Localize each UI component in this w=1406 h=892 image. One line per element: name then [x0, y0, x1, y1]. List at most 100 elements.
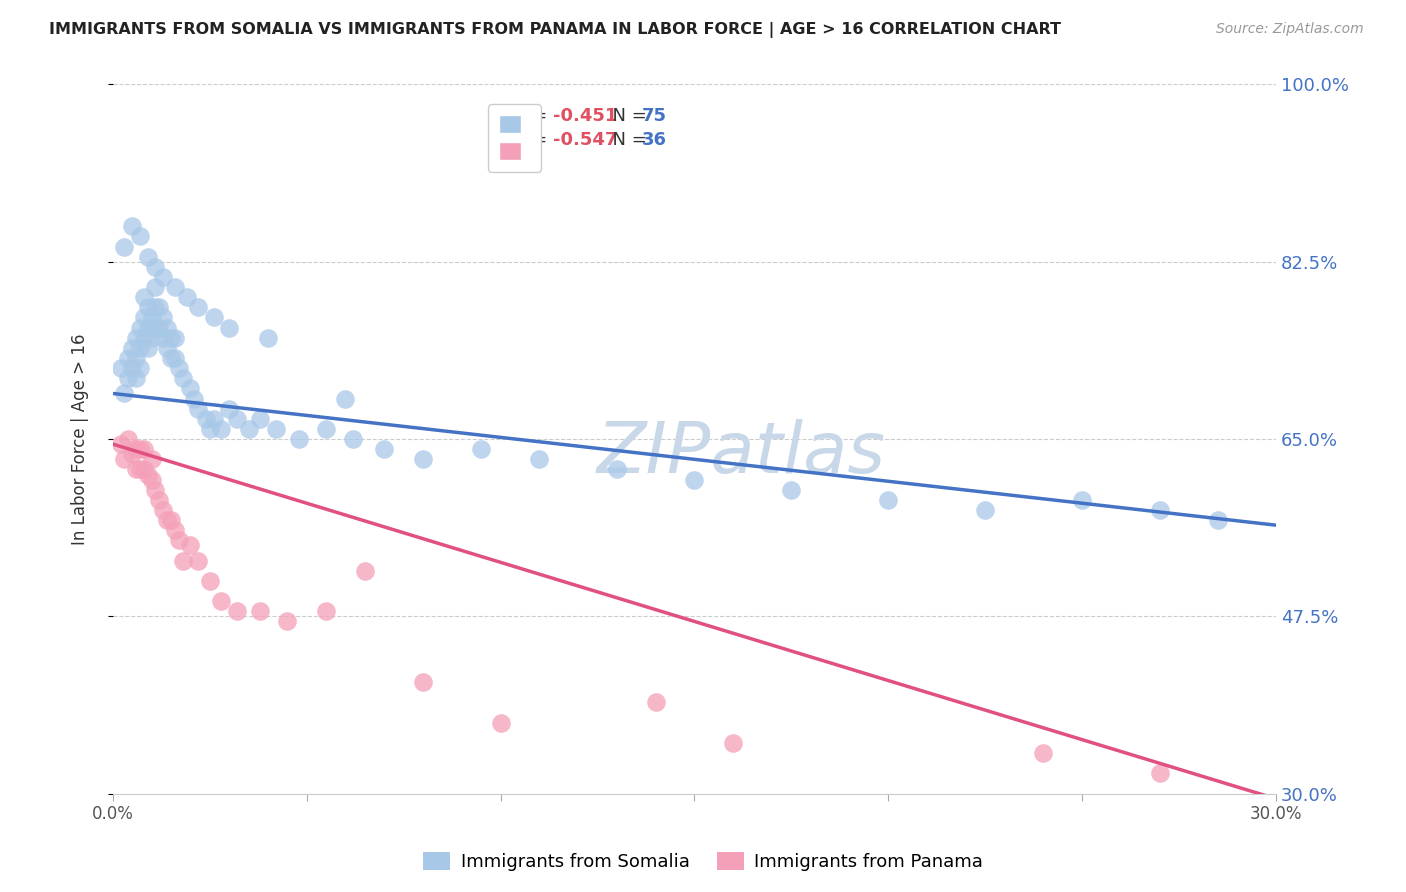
- Point: [683, 473, 706, 487]
- Point: [489, 715, 512, 730]
- Point: [129, 229, 152, 244]
- Text: 36: 36: [643, 131, 666, 149]
- Point: [163, 331, 186, 345]
- Point: [145, 320, 167, 334]
- Point: [226, 604, 249, 618]
- Legend: , : ,: [488, 104, 541, 171]
- Point: [145, 280, 167, 294]
- Point: [129, 361, 152, 376]
- Point: [644, 696, 666, 710]
- Point: [249, 411, 271, 425]
- Point: [117, 371, 139, 385]
- Point: [412, 452, 434, 467]
- Point: [1032, 746, 1054, 760]
- Point: [167, 361, 190, 376]
- Point: [114, 452, 136, 467]
- Point: [1071, 492, 1094, 507]
- Point: [163, 523, 186, 537]
- Point: [136, 250, 159, 264]
- Point: [194, 411, 217, 425]
- Point: [721, 736, 744, 750]
- Point: [974, 503, 997, 517]
- Point: [125, 462, 148, 476]
- Text: N =: N =: [602, 107, 652, 125]
- Legend: Immigrants from Somalia, Immigrants from Panama: Immigrants from Somalia, Immigrants from…: [415, 845, 991, 879]
- Point: [129, 442, 152, 457]
- Point: [141, 452, 163, 467]
- Point: [470, 442, 492, 457]
- Point: [202, 411, 225, 425]
- Point: [412, 675, 434, 690]
- Point: [145, 301, 167, 315]
- Point: [780, 483, 803, 497]
- Point: [198, 574, 221, 588]
- Point: [160, 513, 183, 527]
- Point: [172, 371, 194, 385]
- Point: [218, 401, 240, 416]
- Point: [114, 239, 136, 253]
- Point: [132, 462, 155, 476]
- Point: [132, 331, 155, 345]
- Point: [257, 331, 280, 345]
- Point: [132, 442, 155, 457]
- Point: [1206, 513, 1229, 527]
- Point: [315, 604, 337, 618]
- Point: [152, 331, 174, 345]
- Point: [163, 280, 186, 294]
- Point: [167, 533, 190, 548]
- Point: [315, 422, 337, 436]
- Point: [136, 467, 159, 482]
- Point: [529, 452, 551, 467]
- Text: 75: 75: [643, 107, 666, 125]
- Point: [145, 260, 167, 274]
- Point: [110, 437, 132, 451]
- Point: [198, 422, 221, 436]
- Point: [110, 361, 132, 376]
- Point: [218, 320, 240, 334]
- Point: [148, 301, 170, 315]
- Point: [160, 351, 183, 365]
- Point: [209, 422, 232, 436]
- Point: [117, 432, 139, 446]
- Point: [335, 392, 357, 406]
- Text: -0.547: -0.547: [553, 131, 617, 149]
- Point: [121, 447, 143, 461]
- Point: [183, 392, 205, 406]
- Y-axis label: In Labor Force | Age > 16: In Labor Force | Age > 16: [72, 334, 89, 545]
- Point: [129, 462, 152, 476]
- Point: [152, 503, 174, 517]
- Point: [1149, 503, 1171, 517]
- Point: [141, 331, 163, 345]
- Point: [354, 564, 377, 578]
- Point: [160, 331, 183, 345]
- Point: [129, 341, 152, 355]
- Point: [156, 341, 179, 355]
- Point: [114, 386, 136, 401]
- Point: [187, 401, 209, 416]
- Point: [276, 615, 298, 629]
- Point: [176, 290, 198, 304]
- Point: [152, 269, 174, 284]
- Point: [1149, 766, 1171, 780]
- Point: [125, 371, 148, 385]
- Point: [117, 351, 139, 365]
- Point: [132, 310, 155, 325]
- Point: [179, 381, 201, 395]
- Text: R =: R =: [515, 131, 553, 149]
- Point: [141, 473, 163, 487]
- Point: [121, 361, 143, 376]
- Point: [373, 442, 395, 457]
- Point: [877, 492, 900, 507]
- Point: [125, 442, 148, 457]
- Point: [125, 351, 148, 365]
- Point: [121, 219, 143, 234]
- Point: [187, 301, 209, 315]
- Point: [249, 604, 271, 618]
- Point: [606, 462, 628, 476]
- Text: IMMIGRANTS FROM SOMALIA VS IMMIGRANTS FROM PANAMA IN LABOR FORCE | AGE > 16 CORR: IMMIGRANTS FROM SOMALIA VS IMMIGRANTS FR…: [49, 22, 1062, 38]
- Text: Source: ZipAtlas.com: Source: ZipAtlas.com: [1216, 22, 1364, 37]
- Text: ZIPatlas: ZIPatlas: [596, 418, 886, 488]
- Point: [148, 492, 170, 507]
- Point: [125, 331, 148, 345]
- Point: [187, 554, 209, 568]
